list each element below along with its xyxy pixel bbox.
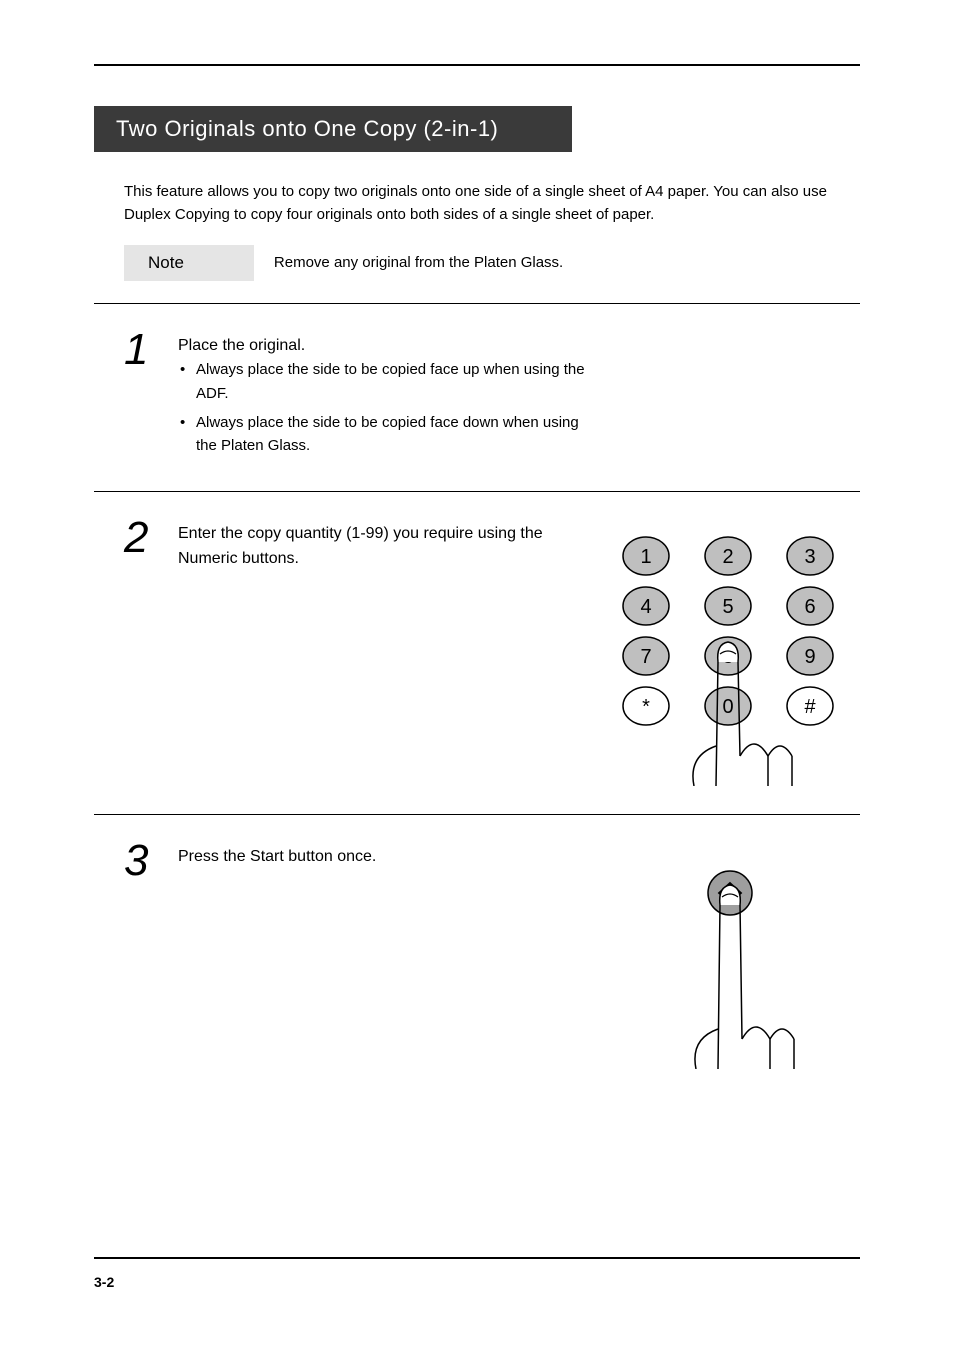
svg-text:4: 4	[640, 596, 651, 618]
step-number: 3	[94, 839, 178, 883]
step-body: Enter the copy quantity (1-99) you requi…	[178, 516, 600, 572]
step-body: Place the original.Always place the side…	[178, 328, 600, 464]
svg-text:#: #	[804, 696, 816, 718]
note-text: Remove any original from the Platen Glas…	[274, 254, 563, 271]
bottom-divider	[94, 1257, 860, 1259]
section-title: Two Originals onto One Copy (2-in-1)	[94, 106, 572, 152]
step-illustration	[600, 839, 860, 1069]
step-number: 1	[94, 328, 178, 372]
intro-paragraph: This feature allows you to copy two orig…	[94, 180, 860, 227]
svg-text:7: 7	[640, 646, 651, 668]
svg-text:3: 3	[804, 546, 815, 568]
step: 3Press the Start button once.	[94, 814, 860, 1097]
svg-text:0: 0	[722, 696, 733, 718]
step-number: 2	[94, 516, 178, 560]
svg-text:5: 5	[722, 596, 733, 618]
step: 1Place the original.Always place the sid…	[94, 303, 860, 492]
note-label: Note	[124, 245, 254, 281]
svg-text:2: 2	[722, 546, 733, 568]
svg-text:*: *	[642, 696, 650, 718]
svg-text:6: 6	[804, 596, 815, 618]
step: 2Enter the copy quantity (1-99) you requ…	[94, 491, 860, 814]
top-divider	[94, 64, 860, 66]
svg-text:1: 1	[640, 546, 651, 568]
step-body: Press the Start button once.	[178, 839, 600, 870]
step-illustration	[600, 328, 860, 338]
svg-text:9: 9	[804, 646, 815, 668]
page-number: 3-2	[94, 1274, 114, 1290]
step-illustration: 123456789*0#	[600, 516, 860, 786]
